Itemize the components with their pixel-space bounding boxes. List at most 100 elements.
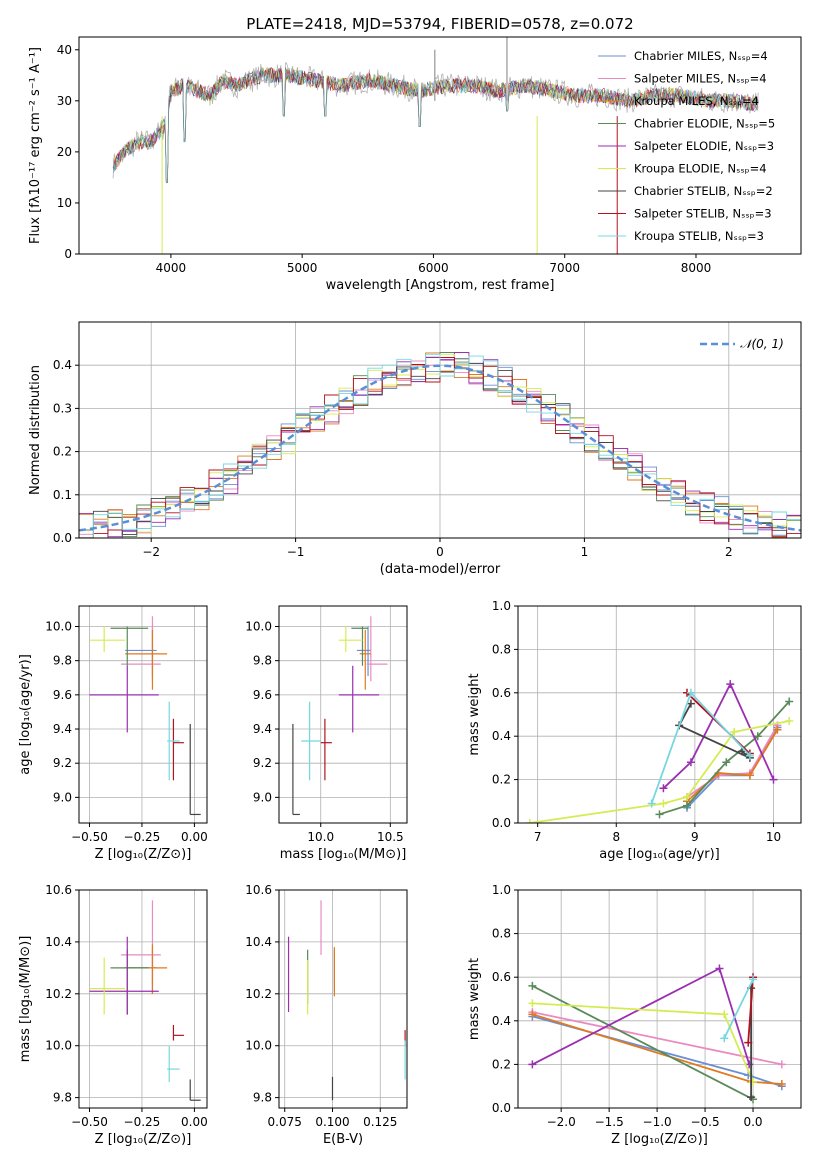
y-tick-label: 30 (57, 94, 72, 108)
weight-marker (745, 751, 754, 760)
weight-line (747, 977, 754, 1043)
axes-frame (517, 605, 802, 824)
weight-marker (683, 801, 692, 810)
y-tick-label: 10.4 (45, 935, 72, 949)
y-axis-label: mass weight (467, 958, 482, 1040)
x-tick-label: 1 (581, 545, 589, 559)
x-axis-label: mass [log₁₀(M/M⊙)] (280, 847, 407, 862)
y-tick-label: 9.8 (253, 1091, 272, 1105)
axes-frame (78, 889, 208, 1109)
x-tick-label: −1.5 (595, 1115, 624, 1129)
plot-area (89, 900, 201, 1101)
weight-marker (647, 799, 656, 808)
weight-line (723, 979, 754, 1039)
y-tick-label: 40 (57, 43, 72, 57)
weight-line (659, 700, 790, 816)
legend-label: Kroupa ELODIE, Nₛₛₚ=4 (634, 162, 767, 176)
y-tick-label: 0.2 (492, 773, 511, 787)
axes-frame (517, 889, 802, 1109)
axes-frame (278, 889, 408, 1109)
panel-z-vs-age: −0.50 −0.25 0.00 9.0 9.2 9.4 9.6 9.8 10.0 Z [log₁… (18, 605, 208, 862)
weight-marker (785, 697, 794, 706)
plot-area (528, 964, 786, 1104)
x-tick-label: 10.0 (307, 830, 334, 844)
x-tick-label: 8 (612, 830, 620, 844)
legend-label: Salpeter ELODIE, Nₛₛₚ=3 (634, 139, 774, 153)
x-axis-label: (data-model)/error (380, 562, 501, 577)
y-tick-label: 10.0 (245, 620, 272, 634)
x-axis-label: Z [log₁₀(Z/Z⊙)] (611, 1132, 708, 1147)
y-tick-label: 0.0 (53, 531, 72, 545)
x-tick-label: 0.100 (315, 1115, 349, 1129)
x-tick-label: −0.50 (71, 830, 108, 844)
spectrum-line (113, 66, 759, 183)
legend-label: Chabrier STELIB, Nₛₛₚ=2 (634, 184, 773, 198)
weight-marker (528, 1010, 537, 1019)
y-axis-label: age [log₁₀(age/yr)] (18, 654, 33, 775)
legend-label: 𝒩(0, 1) (740, 337, 784, 351)
y-tick-label: 9.2 (253, 756, 272, 770)
x-tick-label: −0.50 (71, 1115, 108, 1129)
weight-marker (655, 810, 664, 819)
x-tick-label: −1.0 (643, 1115, 672, 1129)
normal-curve (79, 364, 801, 532)
x-tick-label: −1 (287, 545, 305, 559)
y-axis-label: Flux [fλ10⁻¹⁷ erg cm⁻² s⁻¹ A⁻¹] (28, 47, 43, 244)
y-tick-label: 10 (57, 196, 72, 210)
weight-line (686, 727, 779, 809)
y-axis-label: mass weight (467, 673, 482, 755)
y-tick-label: 0.0 (492, 1101, 511, 1115)
y-tick-label: 0.3 (53, 401, 72, 415)
axes-frame (78, 605, 208, 824)
plot-area (292, 616, 388, 816)
weight-marker (659, 784, 668, 793)
x-tick-label: 0.0 (743, 1115, 762, 1129)
y-tick-label: 10.6 (245, 883, 272, 897)
weight-marker (785, 717, 794, 726)
weight-marker (744, 1038, 753, 1047)
weight-line (677, 703, 751, 759)
x-tick-label: 5000 (287, 261, 318, 275)
y-tick-label: 10.6 (45, 883, 72, 897)
weight-marker (686, 688, 695, 697)
weight-marker (722, 758, 731, 767)
weight-marker (528, 1060, 537, 1069)
y-tick-label: 0.2 (53, 445, 72, 459)
y-tick-label: 10.2 (245, 987, 272, 1001)
weight-marker (528, 981, 537, 990)
y-tick-label: 1.0 (492, 883, 511, 897)
y-tick-label: 9.8 (53, 1091, 72, 1105)
y-tick-label: 0.1 (53, 488, 72, 502)
weight-line (531, 985, 754, 1101)
weight-marker (769, 775, 778, 784)
panel-z-vs-mass: −0.50 −0.25 0.00 9.8 10.0 10.2 10.4 10.6 Z [log₁… (18, 883, 208, 1147)
weight-line (532, 1011, 782, 1066)
weight-marker (749, 975, 758, 984)
x-tick-label: 6000 (418, 261, 449, 275)
axes-frame (278, 605, 408, 824)
plot-area (79, 352, 801, 538)
plot-area (89, 616, 201, 816)
y-tick-label: 10.2 (45, 987, 72, 1001)
weight-marker (715, 964, 724, 973)
y-tick-label: 9.0 (53, 790, 72, 804)
y-tick-label: 9.8 (53, 654, 72, 668)
weight-marker (659, 799, 668, 808)
y-tick-label: 0.4 (492, 1014, 511, 1028)
plot-area (525, 680, 794, 823)
legend-label: Kroupa MILES, Nₛₛₚ=4 (634, 94, 759, 108)
legend-label: Chabrier MILES, Nₛₛₚ=4 (634, 49, 768, 63)
x-tick-label: 0.075 (268, 1115, 302, 1129)
weight-marker (745, 771, 754, 780)
axes-frame (78, 36, 802, 255)
x-tick-label: 10 (766, 830, 781, 844)
spectrum-legend: Chabrier MILES, Nₛₛₚ=4 Salpeter MILES, Nₛ… (598, 49, 775, 243)
legend-label: Kroupa STELIB, Nₛₛₚ=3 (634, 229, 764, 243)
y-tick-label: 10.4 (245, 935, 272, 949)
panel-spectrum: 4000 5000 6000 7000 8000 0 10 20 30 40 wavelength … (28, 36, 802, 293)
y-tick-label: 9.6 (253, 688, 272, 702)
panel-mass-vs-age: 10.0 10.5 9.0 9.2 9.4 9.6 9.8 10.0 mass [log₁₀(M… (245, 605, 408, 862)
y-tick-label: 0.8 (492, 927, 511, 941)
weight-marker (686, 758, 695, 767)
figure-title: PLATE=2418, MJD=53794, FIBERID=0578, z=0… (246, 15, 633, 33)
